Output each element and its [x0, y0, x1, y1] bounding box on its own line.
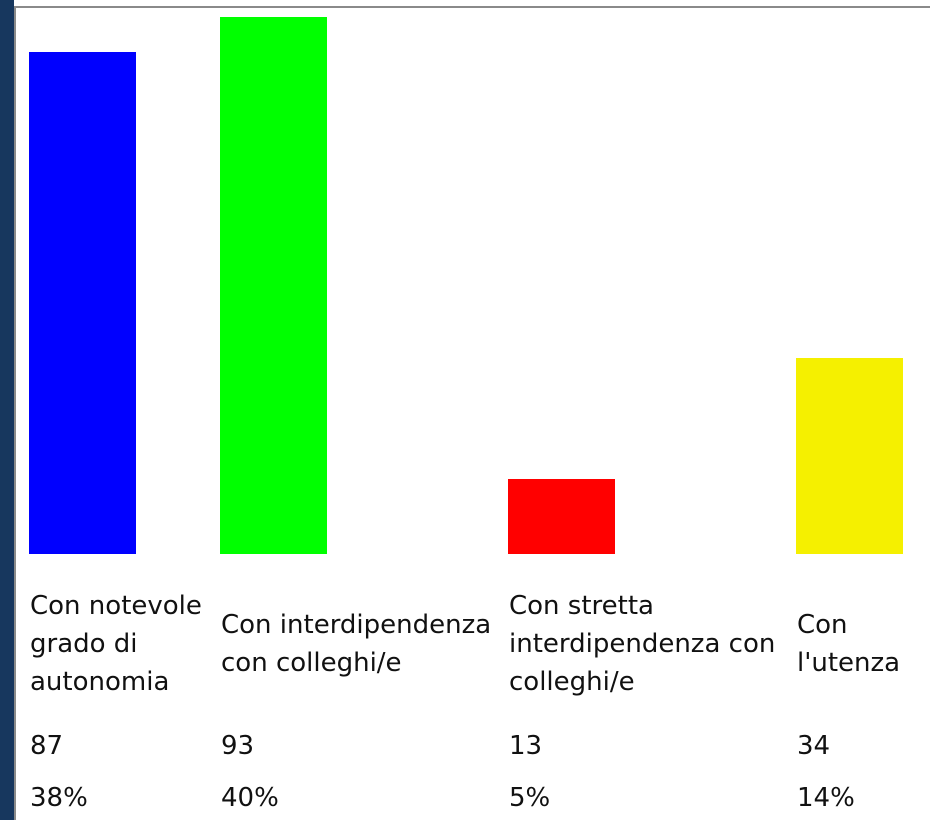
count-label: 87	[30, 731, 64, 761]
category-label: Con l'utenza	[797, 610, 901, 678]
share-label: 38%	[30, 783, 88, 813]
share-label: 14%	[797, 783, 855, 813]
count-label: 93	[221, 731, 255, 761]
bar	[508, 478, 615, 554]
category-label: Con notevole grado di autonomia	[30, 591, 202, 697]
count-label: 13	[509, 731, 543, 761]
sidebar-edge	[0, 0, 14, 820]
category-label: Con interdipendenza con colleghi/e	[221, 610, 492, 678]
category-label: Con stretta interdipendenza con colleghi…	[509, 591, 776, 697]
bar	[220, 17, 327, 554]
count-label: 34	[797, 731, 831, 761]
share-label: 5%	[509, 783, 551, 813]
chart-frame	[14, 6, 930, 820]
bar	[29, 51, 136, 554]
bar	[796, 357, 903, 554]
share-label: 40%	[221, 783, 279, 813]
